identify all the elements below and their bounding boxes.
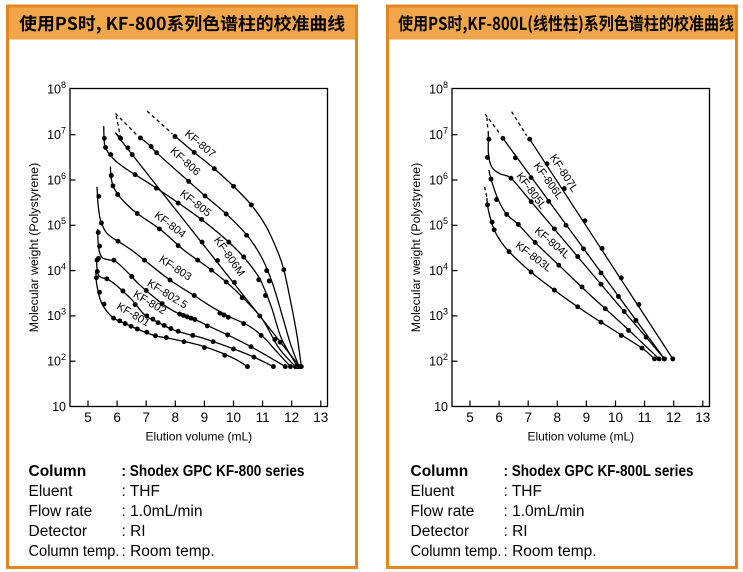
svg-text:Elution volume (mL): Elution volume (mL) <box>145 430 252 444</box>
svg-text:Flow rate: Flow rate <box>411 503 475 520</box>
svg-text:Molecular weight (Polystyrene): Molecular weight (Polystyrene) <box>409 163 423 332</box>
svg-text:: RI: : RI <box>122 523 146 540</box>
svg-text:Eluent: Eluent <box>29 483 74 500</box>
svg-text:: Room temp.: : Room temp. <box>122 543 215 560</box>
svg-text:9: 9 <box>583 410 591 425</box>
svg-text:13: 13 <box>313 410 328 425</box>
svg-text:10: 10 <box>226 410 241 425</box>
svg-text:10: 10 <box>52 400 66 414</box>
svg-text:8: 8 <box>172 410 180 425</box>
svg-text:Column: Column <box>411 463 469 480</box>
svg-text:5: 5 <box>84 410 92 425</box>
svg-text:Elution volume (mL): Elution volume (mL) <box>527 430 634 444</box>
svg-text:Molecular weight (Polystyrene): Molecular weight (Polystyrene) <box>27 163 41 332</box>
svg-text:: 1.0mL/min: : 1.0mL/min <box>122 503 203 520</box>
svg-text:: THF: : THF <box>504 483 542 500</box>
svg-text:11: 11 <box>638 410 652 425</box>
svg-text:10: 10 <box>434 400 448 414</box>
svg-text:6: 6 <box>495 410 503 425</box>
svg-text:9: 9 <box>201 410 209 425</box>
svg-text:Detector: Detector <box>29 523 88 540</box>
svg-text:: Shodex GPC KF-800L series: : Shodex GPC KF-800L series <box>504 463 694 480</box>
svg-text:Column: Column <box>29 463 87 480</box>
svg-text:: THF: : THF <box>122 483 160 500</box>
svg-text:: 1.0mL/min: : 1.0mL/min <box>504 503 585 520</box>
svg-text:7: 7 <box>524 410 532 425</box>
svg-text:Detector: Detector <box>411 523 470 540</box>
svg-text:6: 6 <box>113 410 121 425</box>
svg-text:: Shodex GPC KF-800 series: : Shodex GPC KF-800 series <box>122 463 305 480</box>
svg-text:10: 10 <box>608 410 623 425</box>
svg-text:Eluent: Eluent <box>411 483 456 500</box>
svg-text:7: 7 <box>142 410 150 425</box>
svg-text:5: 5 <box>466 410 474 425</box>
svg-text:12: 12 <box>666 410 681 425</box>
svg-text:Flow rate: Flow rate <box>29 503 93 520</box>
svg-text:11: 11 <box>256 410 270 425</box>
svg-text:8: 8 <box>554 410 562 425</box>
svg-text:: RI: : RI <box>504 523 528 540</box>
svg-text:13: 13 <box>695 410 710 425</box>
svg-text:Column temp.: Column temp. <box>411 543 502 560</box>
svg-text:: Room temp.: : Room temp. <box>504 543 597 560</box>
svg-text:12: 12 <box>284 410 299 425</box>
svg-text:Column temp.: Column temp. <box>29 543 120 560</box>
